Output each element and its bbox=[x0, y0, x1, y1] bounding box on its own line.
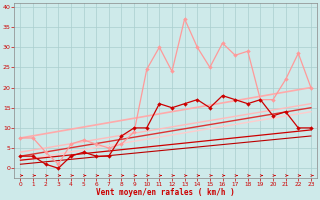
X-axis label: Vent moyen/en rafales ( km/h ): Vent moyen/en rafales ( km/h ) bbox=[96, 188, 235, 197]
